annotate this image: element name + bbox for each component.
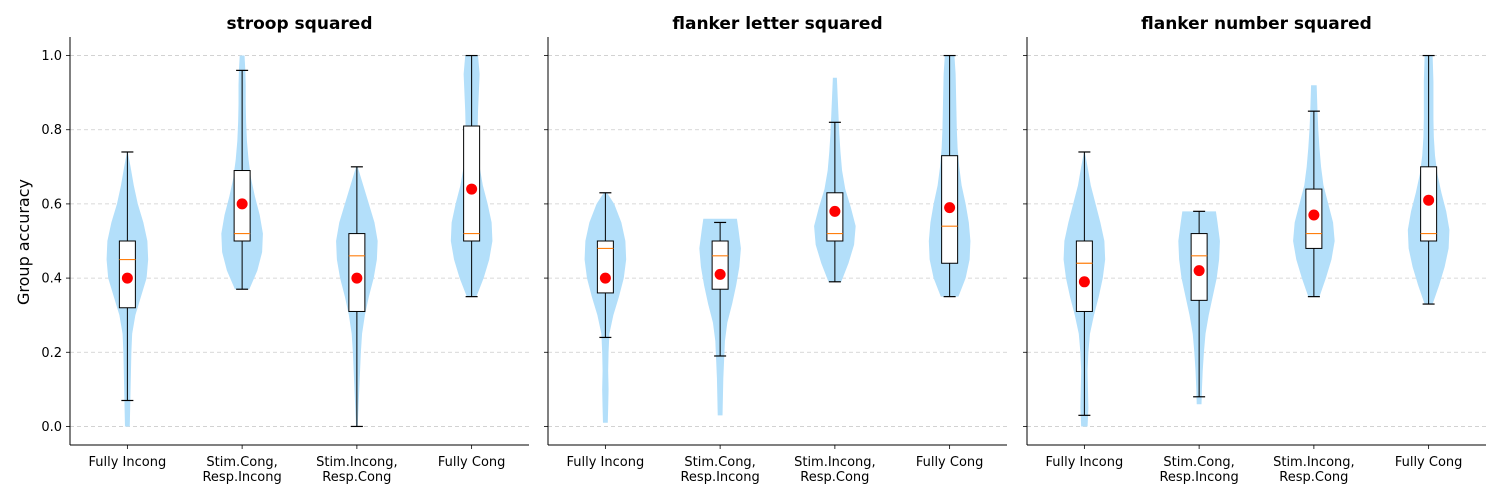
box <box>348 233 366 312</box>
mean-marker <box>714 268 726 280</box>
panel-title: flanker number squared <box>1141 14 1372 34</box>
x-tick-label: Fully Cong <box>916 455 984 470</box>
x-tick-label: Fully Cong <box>438 455 506 470</box>
panel-3: Fully Incong Stim.Cong,Resp.Incong Stim.In… <box>1023 14 1486 485</box>
y-tick-label: 0.6 <box>41 197 62 212</box>
x-tick-label: Resp.Incong <box>1159 470 1238 485</box>
y-tick-label: 1.0 <box>41 49 62 64</box>
x-tick-label: Stim.Cong, <box>206 455 277 470</box>
mean-marker <box>1078 276 1090 288</box>
mean-marker <box>1423 194 1435 206</box>
x-tick-label: Stim.Incong, <box>794 455 876 470</box>
box <box>1075 240 1093 312</box>
mean-marker <box>121 272 133 284</box>
x-tick-label: Resp.Cong <box>322 470 391 485</box>
x-tick-label: Resp.Incong <box>680 470 759 485</box>
y-tick-label: 0.2 <box>41 346 62 361</box>
mean-marker <box>236 198 248 210</box>
x-tick-label: Fully Cong <box>1395 455 1463 470</box>
x-tick-label: Stim.Cong, <box>684 455 755 470</box>
mean-marker <box>1193 265 1205 277</box>
mean-marker <box>829 205 841 217</box>
panel-title: flanker letter squared <box>672 14 882 34</box>
x-tick-label: Resp.Incong <box>202 470 281 485</box>
x-tick-label: Stim.Incong, <box>316 455 398 470</box>
x-tick-label: Resp.Cong <box>800 470 869 485</box>
y-tick-label: 0.0 <box>41 420 62 435</box>
x-tick-label: Fully Incong <box>1046 455 1124 470</box>
mean-marker <box>1308 209 1320 221</box>
mean-marker <box>466 183 478 195</box>
panel-title: stroop squared <box>226 14 372 34</box>
x-tick-label: Fully Incong <box>567 455 645 470</box>
x-tick-label: Stim.Incong, <box>1273 455 1355 470</box>
box <box>711 240 729 290</box>
y-tick-label: 0.8 <box>41 123 62 138</box>
x-tick-label: Fully Incong <box>89 455 167 470</box>
box <box>463 125 481 242</box>
x-tick-label: Stim.Cong, <box>1163 455 1234 470</box>
mean-marker <box>599 272 611 284</box>
panel-2: Fully Incong Stim.Cong,Resp.Incong Stim.In… <box>544 14 1007 485</box>
mean-marker <box>351 272 363 284</box>
mean-marker <box>944 202 956 214</box>
x-tick-label: Resp.Cong <box>1279 470 1348 485</box>
panel-1: 0.0 0.2 0.4 0.6 0.8 1.0 Fully Incong Stim.Cong,… <box>41 14 529 485</box>
box <box>826 192 844 242</box>
y-tick-label: 0.4 <box>41 272 62 287</box>
y-axis-label: Group accuracy <box>14 179 33 305</box>
